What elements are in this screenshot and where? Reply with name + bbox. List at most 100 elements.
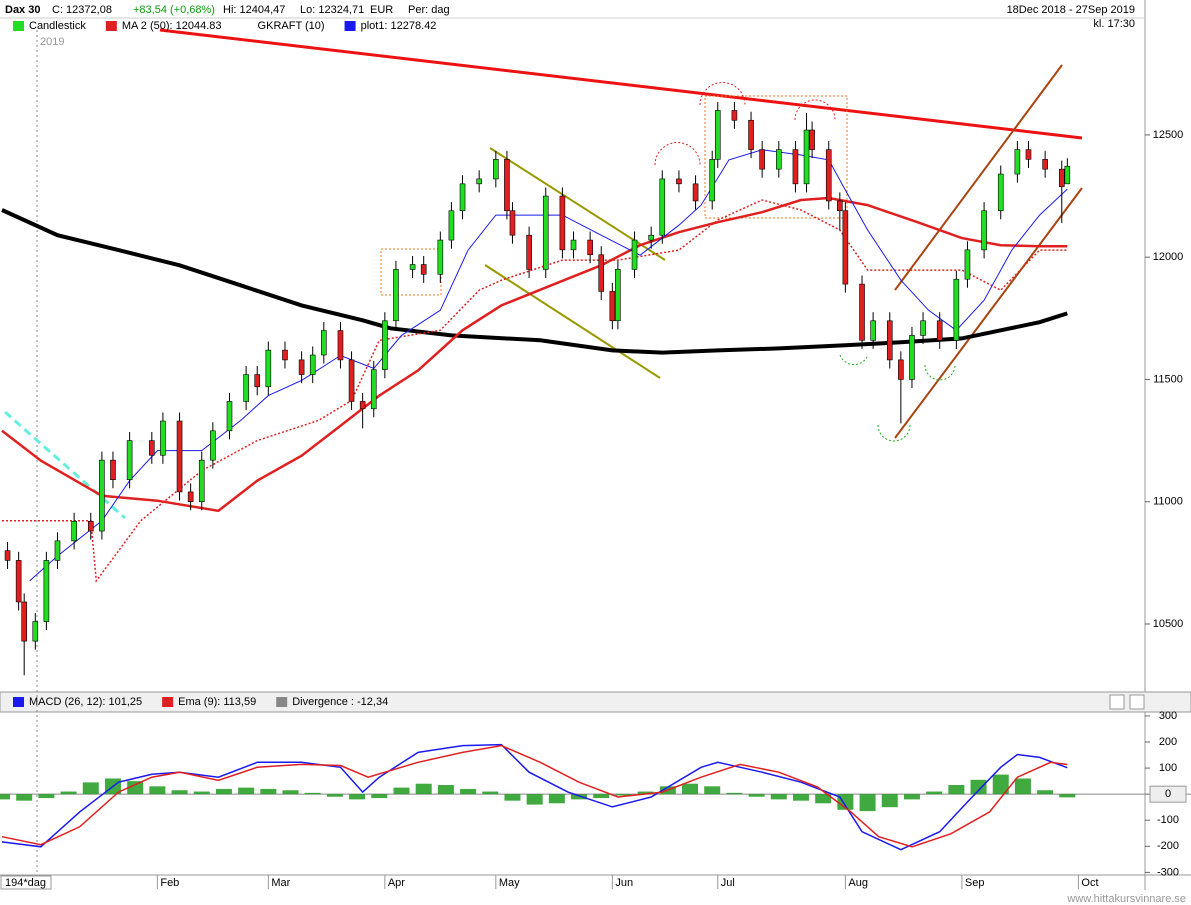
candle-body — [792, 149, 799, 185]
histogram-bar — [948, 785, 965, 795]
legend-label: GKRAFT (10) — [258, 20, 325, 32]
line-series — [2, 199, 1068, 583]
trend-line — [4, 410, 126, 520]
legend-swatch — [344, 21, 356, 31]
candle-body — [282, 349, 288, 361]
y-tick-label: 12500 — [1153, 129, 1184, 141]
candle-body — [898, 359, 904, 380]
candle-body — [559, 195, 566, 251]
low: Lo: 12324,71 — [300, 4, 364, 16]
candle-body — [87, 520, 94, 532]
line-series — [1, 208, 1068, 355]
line-series — [1, 744, 1068, 848]
histogram-bar — [282, 790, 299, 795]
x-tick-label: May — [499, 877, 520, 889]
candle-body — [32, 621, 39, 642]
candle-body — [526, 234, 532, 270]
histogram-bar — [415, 783, 432, 795]
y-tick-label: -100 — [1157, 814, 1179, 826]
candle-body — [609, 291, 616, 322]
candle-body — [759, 149, 765, 170]
candle-body — [198, 459, 205, 503]
x-tick-label: Aug — [848, 877, 868, 889]
candle-body — [709, 159, 716, 202]
histogram-bar — [38, 794, 55, 799]
candle-body — [43, 560, 50, 622]
zoom-button[interactable] — [1109, 694, 1125, 710]
candle-body — [714, 110, 721, 160]
candle-body — [149, 440, 155, 456]
histogram-bar — [304, 792, 321, 795]
legend-label: plot1: 12278.42 — [361, 20, 437, 32]
x-tick-label: Jun — [615, 877, 633, 889]
trend-line — [484, 264, 661, 379]
legend-swatch — [13, 697, 24, 707]
arc — [839, 354, 869, 366]
legend-label: Ema (9): 113,59 — [178, 696, 256, 708]
candle-body — [964, 249, 971, 280]
trend-line — [894, 187, 1083, 439]
y-tick-label: 100 — [1159, 762, 1177, 774]
y-tick-label: 12000 — [1153, 251, 1184, 263]
zero-box — [1149, 785, 1187, 803]
candle-body — [265, 349, 272, 388]
candle-body — [631, 239, 638, 270]
candle-body — [615, 269, 621, 322]
x-tick-label: Feb — [160, 877, 179, 889]
histogram-bar — [504, 794, 521, 801]
histogram-bar — [460, 788, 477, 795]
watermark: www.hittakursvinnare.se — [1066, 893, 1186, 905]
histogram-bar — [1014, 778, 1031, 795]
candle-body — [981, 210, 987, 251]
candle-body — [370, 369, 377, 410]
candle-body — [437, 239, 444, 275]
y-tick-label: 11000 — [1153, 496, 1183, 508]
candle-body — [570, 239, 577, 251]
y-tick-label: 10500 — [1153, 618, 1184, 630]
candle-body — [936, 320, 943, 341]
candle-body — [321, 330, 327, 356]
candle-body — [659, 178, 666, 236]
trend-line — [894, 64, 1063, 291]
legend-label: Divergence : -12,34 — [292, 696, 388, 708]
histogram-bar — [548, 794, 565, 804]
candle-body — [1064, 165, 1071, 185]
title: Dax 30 — [5, 4, 40, 16]
candle-body — [1058, 168, 1065, 187]
candle-body — [509, 210, 516, 236]
candle-body — [176, 420, 183, 493]
candle-body — [243, 374, 249, 402]
histogram-bar — [260, 788, 277, 795]
candle-body — [4, 550, 11, 561]
candle-body — [21, 601, 27, 642]
bars-count: 194*dag — [5, 877, 46, 889]
close-button[interactable] — [1129, 694, 1145, 710]
histogram-bar — [371, 794, 388, 799]
histogram-bar — [326, 794, 343, 797]
candle-body — [254, 374, 261, 388]
candle-body — [648, 234, 654, 241]
candle-body — [1014, 149, 1021, 175]
candle-body — [160, 420, 166, 456]
candle-body — [953, 278, 960, 341]
histogram-bar — [615, 794, 632, 796]
histogram-bar — [837, 794, 854, 810]
candle-body — [359, 401, 366, 410]
legend-swatch — [105, 21, 117, 31]
candle-body — [1042, 159, 1048, 170]
high: Hi: 12404,47 — [223, 4, 285, 16]
histogram-bar — [0, 794, 10, 800]
histogram-bar — [704, 786, 721, 795]
candle-body — [226, 401, 233, 432]
candle-body — [382, 320, 388, 370]
y-tick-label: 0 — [1165, 788, 1171, 800]
candle-body — [1025, 149, 1032, 160]
x-tick-label: Apr — [388, 877, 405, 889]
legend-label: MACD (26, 12): 101,25 — [29, 696, 142, 708]
histogram-bar — [815, 794, 832, 804]
histogram-bar — [193, 791, 210, 795]
candle-body — [731, 110, 738, 121]
period: Per: dag — [408, 4, 450, 16]
candle-body — [348, 359, 355, 402]
y-tick-label: 11500 — [1153, 373, 1183, 385]
